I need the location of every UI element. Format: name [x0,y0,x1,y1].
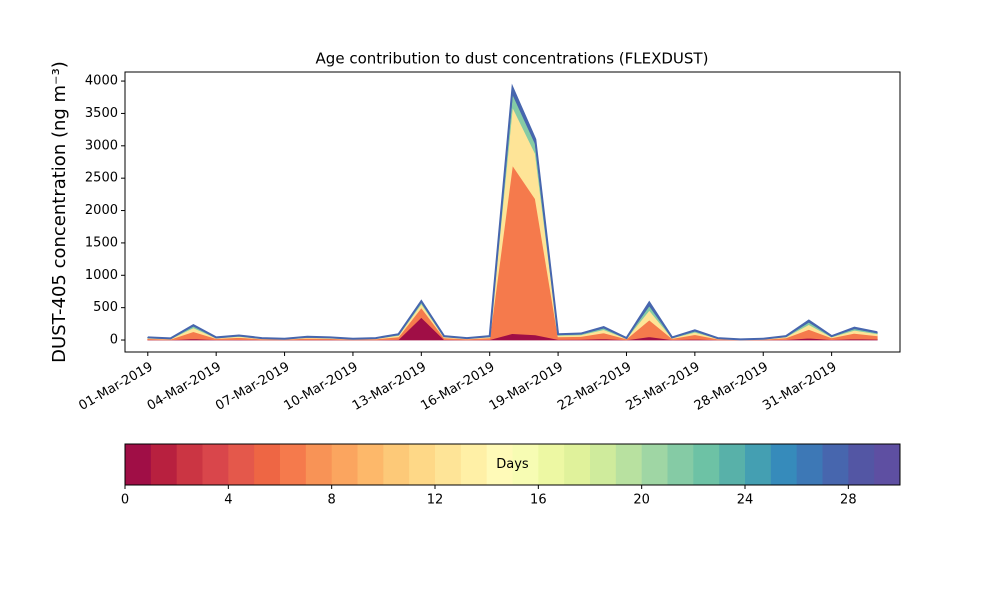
colorbar-cell [125,444,152,485]
colorbar-cell [254,444,281,485]
colorbar-cell [409,444,436,485]
colorbar-label: Days [496,457,529,472]
y-tick-label: 1500 [85,235,118,250]
x-tick-label: 16-Mar-2019 [418,360,497,414]
y-tick-label: 2500 [85,171,118,186]
x-tick-label: 22-Mar-2019 [555,360,634,414]
colorbar-cell [512,444,539,485]
colorbar-cell [202,444,229,485]
x-tick-label: 19-Mar-2019 [487,360,566,414]
colorbar-cell [745,444,772,485]
colorbar-tick-label: 12 [427,493,444,508]
colorbar-frame [124,443,901,486]
colorbar-cell [460,444,488,485]
colorbar-tick-label: 0 [121,493,129,508]
colorbar-cell [564,444,591,485]
x-tick-label: 13-Mar-2019 [350,360,429,414]
y-tick-label: 1000 [85,268,118,283]
colorbar-cell [641,444,668,485]
colorbar-cell [280,444,307,485]
colorbar-cell [176,444,203,485]
y-tick-label: 500 [93,300,118,315]
colorbar-cell [383,444,410,485]
colorbar-tick-label: 16 [530,493,547,508]
y-tick-label: 3500 [85,106,118,121]
y-tick-label: 3000 [85,138,118,153]
colorbar-cell [331,444,358,485]
colorbar-tick-label: 28 [840,493,857,508]
colorbar-cell [435,444,462,485]
colorbar-cell [150,444,178,485]
colorbar-tick-label: 20 [633,493,650,508]
colorbar-cell [719,444,746,485]
y-tick-label: 2000 [85,203,118,218]
colorbar-cell [693,444,720,485]
colorbar-cell [667,444,694,485]
colorbar-cell [848,444,875,485]
colorbar-cell [796,444,823,485]
colorbar-cell [822,444,849,485]
colorbar-cell [357,444,384,485]
colorbar-cell [228,444,255,485]
x-tick-label: 07-Mar-2019 [213,360,292,414]
y-tick-label: 4000 [85,74,118,89]
colorbar-cell [874,444,901,485]
y-axis-label: DUST-405 concentration (ng m⁻³) [49,61,70,363]
colorbar-tick-label: 24 [737,493,754,508]
x-tick-label: 28-Mar-2019 [692,360,771,414]
y-tick-label: 0 [110,333,118,348]
colorbar-cell [615,444,643,485]
total-line [147,83,878,341]
chart-title: Age contribution to dust concentrations … [316,50,709,68]
colorbar-cell [538,444,565,485]
colorbar-cell [770,444,798,485]
plot-frame [124,71,901,353]
colorbar-cell [590,444,617,485]
colorbar-tick-label: 8 [328,493,336,508]
x-tick-label: 04-Mar-2019 [145,360,224,414]
x-tick-label: 25-Mar-2019 [623,360,702,414]
colorbar-cell [305,444,333,485]
area [147,164,878,341]
colorbar-tick-label: 4 [224,493,232,508]
colorbar-cell [486,444,513,485]
x-tick-label: 31-Mar-2019 [760,360,839,414]
x-tick-label: 01-Mar-2019 [76,360,155,414]
x-tick-label: 10-Mar-2019 [282,360,361,414]
